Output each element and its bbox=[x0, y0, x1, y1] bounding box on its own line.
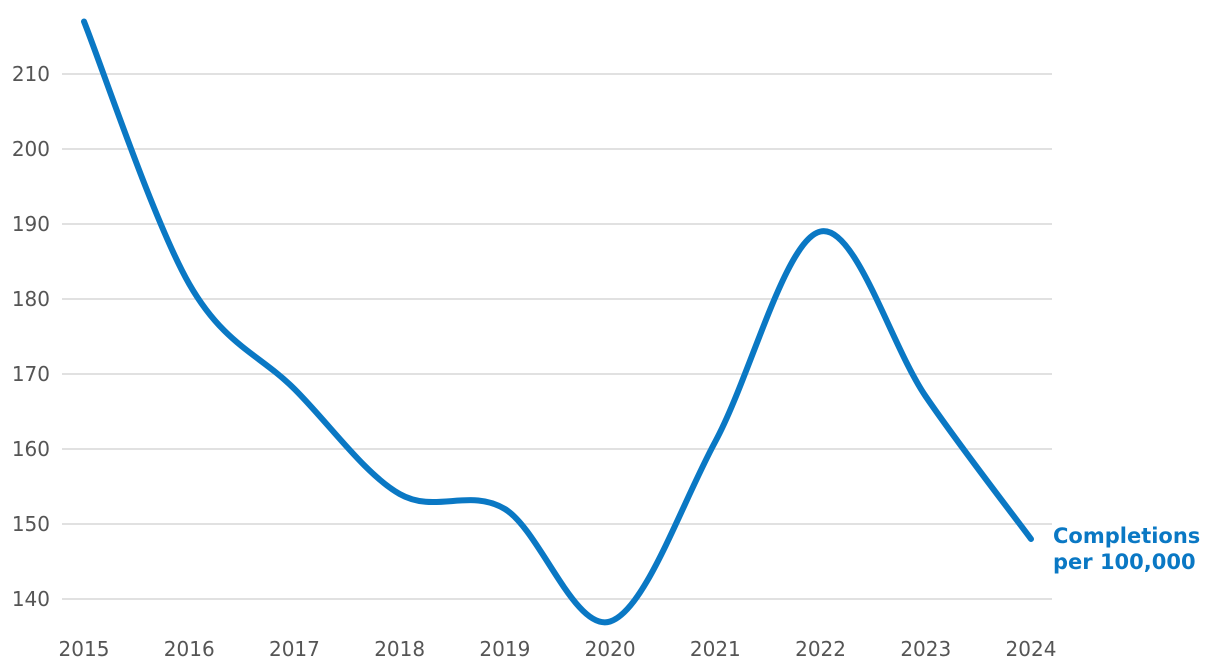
data-point-2017 bbox=[291, 386, 297, 392]
x-axis-ticks: 2015 2016 2017 2018 2019 2020 2021 2022 2023 2024 bbox=[59, 637, 1057, 661]
x-tick-label: 2018 bbox=[374, 637, 425, 661]
data-point-2020 bbox=[607, 619, 613, 625]
data-point-2015 bbox=[81, 19, 87, 25]
data-point-2018 bbox=[397, 491, 403, 497]
data-point-2024 bbox=[1028, 536, 1034, 542]
grid-layer bbox=[62, 73, 1052, 600]
x-tick-label: 2024 bbox=[1006, 637, 1057, 661]
data-point-2021 bbox=[712, 439, 718, 445]
y-tick-label: 160 bbox=[12, 437, 50, 461]
x-tick-label: 2019 bbox=[479, 637, 530, 661]
series-line bbox=[81, 18, 1034, 626]
series-label: Completions per 100,000 bbox=[1053, 524, 1208, 574]
x-tick-label: 2021 bbox=[690, 637, 741, 661]
x-tick-label: 2016 bbox=[164, 637, 215, 661]
series-label-line-2: per 100,000 bbox=[1053, 550, 1196, 574]
y-tick-label: 210 bbox=[12, 62, 50, 86]
series-label-line-1: Completions bbox=[1053, 524, 1200, 548]
x-tick-label: 2015 bbox=[59, 637, 110, 661]
y-tick-label: 140 bbox=[12, 587, 50, 611]
y-tick-label: 200 bbox=[12, 137, 50, 161]
y-tick-label: 190 bbox=[12, 212, 50, 236]
x-tick-label: 2022 bbox=[795, 637, 846, 661]
x-tick-label: 2017 bbox=[269, 637, 320, 661]
x-tick-label: 2020 bbox=[585, 637, 636, 661]
series-layer bbox=[81, 18, 1034, 626]
data-point-2023 bbox=[923, 394, 929, 400]
y-tick-label: 150 bbox=[12, 512, 50, 536]
y-tick-label: 170 bbox=[12, 362, 50, 386]
data-point-2016 bbox=[186, 281, 192, 287]
data-point-2019 bbox=[502, 506, 508, 512]
y-axis-ticks: 140 150 160 170 180 190 200 210 bbox=[12, 62, 50, 611]
x-tick-label: 2023 bbox=[900, 637, 951, 661]
data-point-2022 bbox=[818, 229, 824, 235]
y-tick-label: 180 bbox=[12, 287, 50, 311]
